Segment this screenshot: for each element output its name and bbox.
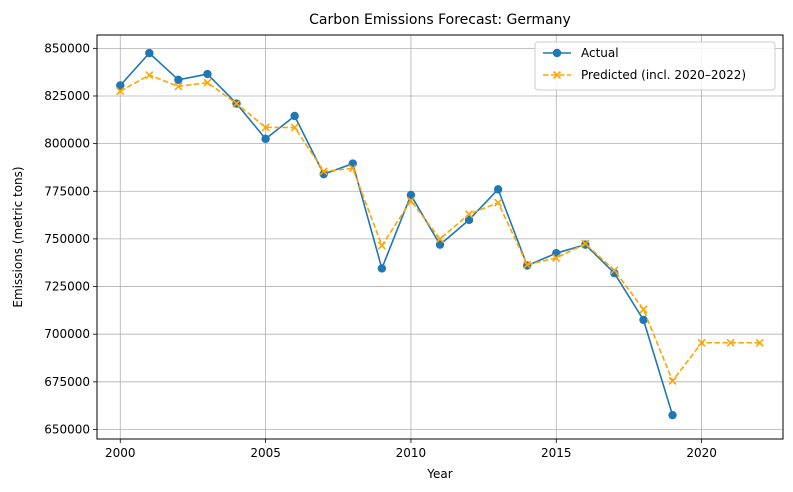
- x-tick-label: 2020: [686, 446, 717, 460]
- x-tick-label: 2010: [396, 446, 427, 460]
- data-point-predicted: [406, 196, 415, 205]
- y-tick-label: 650000: [44, 422, 90, 436]
- data-point-predicted: [203, 78, 212, 87]
- y-tick-label: 850000: [44, 41, 90, 55]
- data-point-actual: [668, 410, 677, 420]
- y-tick-label: 675000: [44, 375, 90, 389]
- data-point-predicted: [581, 239, 590, 248]
- legend-marker-actual: [552, 48, 562, 58]
- y-tick-label: 700000: [44, 327, 90, 341]
- data-point-actual: [493, 185, 503, 194]
- data-point-predicted: [494, 198, 503, 207]
- data-point-predicted: [377, 241, 386, 250]
- data-point-predicted: [755, 338, 764, 347]
- series-layer: [116, 48, 764, 420]
- data-point-actual: [435, 240, 445, 249]
- data-point-actual: [261, 134, 270, 144]
- data-point-actual: [464, 215, 474, 225]
- data-point-predicted: [174, 82, 183, 91]
- data-point-predicted: [697, 338, 706, 347]
- data-point-predicted: [435, 234, 445, 243]
- data-point-predicted: [232, 99, 241, 108]
- y-tick-label: 775000: [44, 184, 90, 198]
- data-point-actual: [610, 269, 619, 278]
- data-point-predicted: [145, 70, 154, 80]
- data-point-predicted: [639, 305, 648, 314]
- data-point-actual: [290, 111, 299, 121]
- data-point-actual: [319, 169, 328, 179]
- x-tick-label: 2005: [250, 446, 281, 460]
- data-point-predicted: [319, 167, 328, 176]
- chart-title: Carbon Emissions Forecast: Germany: [309, 12, 571, 28]
- x-axis-label: Year: [426, 467, 452, 481]
- plot-frame: [96, 34, 784, 440]
- x-tick-label: 2015: [541, 446, 572, 460]
- data-point-predicted: [348, 164, 357, 173]
- y-tick-label: 800000: [44, 137, 90, 151]
- legend-label-predicted: Predicted (incl. 2020–2022): [581, 68, 746, 82]
- series-predicted: [116, 70, 764, 385]
- data-point-actual: [116, 81, 125, 90]
- data-point-predicted: [290, 123, 299, 132]
- data-point-actual: [203, 69, 212, 79]
- legend: Actual Predicted (incl. 2020–2022): [534, 41, 776, 91]
- data-point-actual: [406, 190, 416, 200]
- y-axis-label: Emissions (metric tons): [11, 166, 25, 307]
- legend-marker-predicted: [552, 70, 562, 80]
- data-point-actual: [377, 264, 387, 273]
- x-axis-ticks: 2000 2005 2010 2015 2020: [105, 439, 717, 460]
- legend-label-actual: Actual: [581, 46, 619, 60]
- data-point-predicted: [116, 87, 125, 96]
- legend-box: [534, 41, 776, 91]
- data-point-predicted: [610, 266, 619, 275]
- y-tick-label: 725000: [44, 280, 90, 294]
- x-tick-label: 2000: [105, 446, 136, 460]
- data-point-actual: [174, 75, 183, 84]
- data-point-predicted: [552, 253, 561, 263]
- y-axis-ticks: 650000 675000 700000 725000 750000 775000 8000…: [44, 41, 97, 436]
- data-point-predicted: [523, 260, 532, 269]
- data-point-actual: [639, 315, 648, 325]
- data-point-predicted: [261, 123, 270, 132]
- data-point-predicted: [726, 338, 735, 347]
- y-tick-label: 750000: [44, 232, 90, 246]
- data-point-predicted: [465, 210, 474, 219]
- data-point-actual: [145, 48, 154, 58]
- data-point-predicted: [668, 376, 677, 385]
- y-tick-label: 825000: [44, 89, 90, 103]
